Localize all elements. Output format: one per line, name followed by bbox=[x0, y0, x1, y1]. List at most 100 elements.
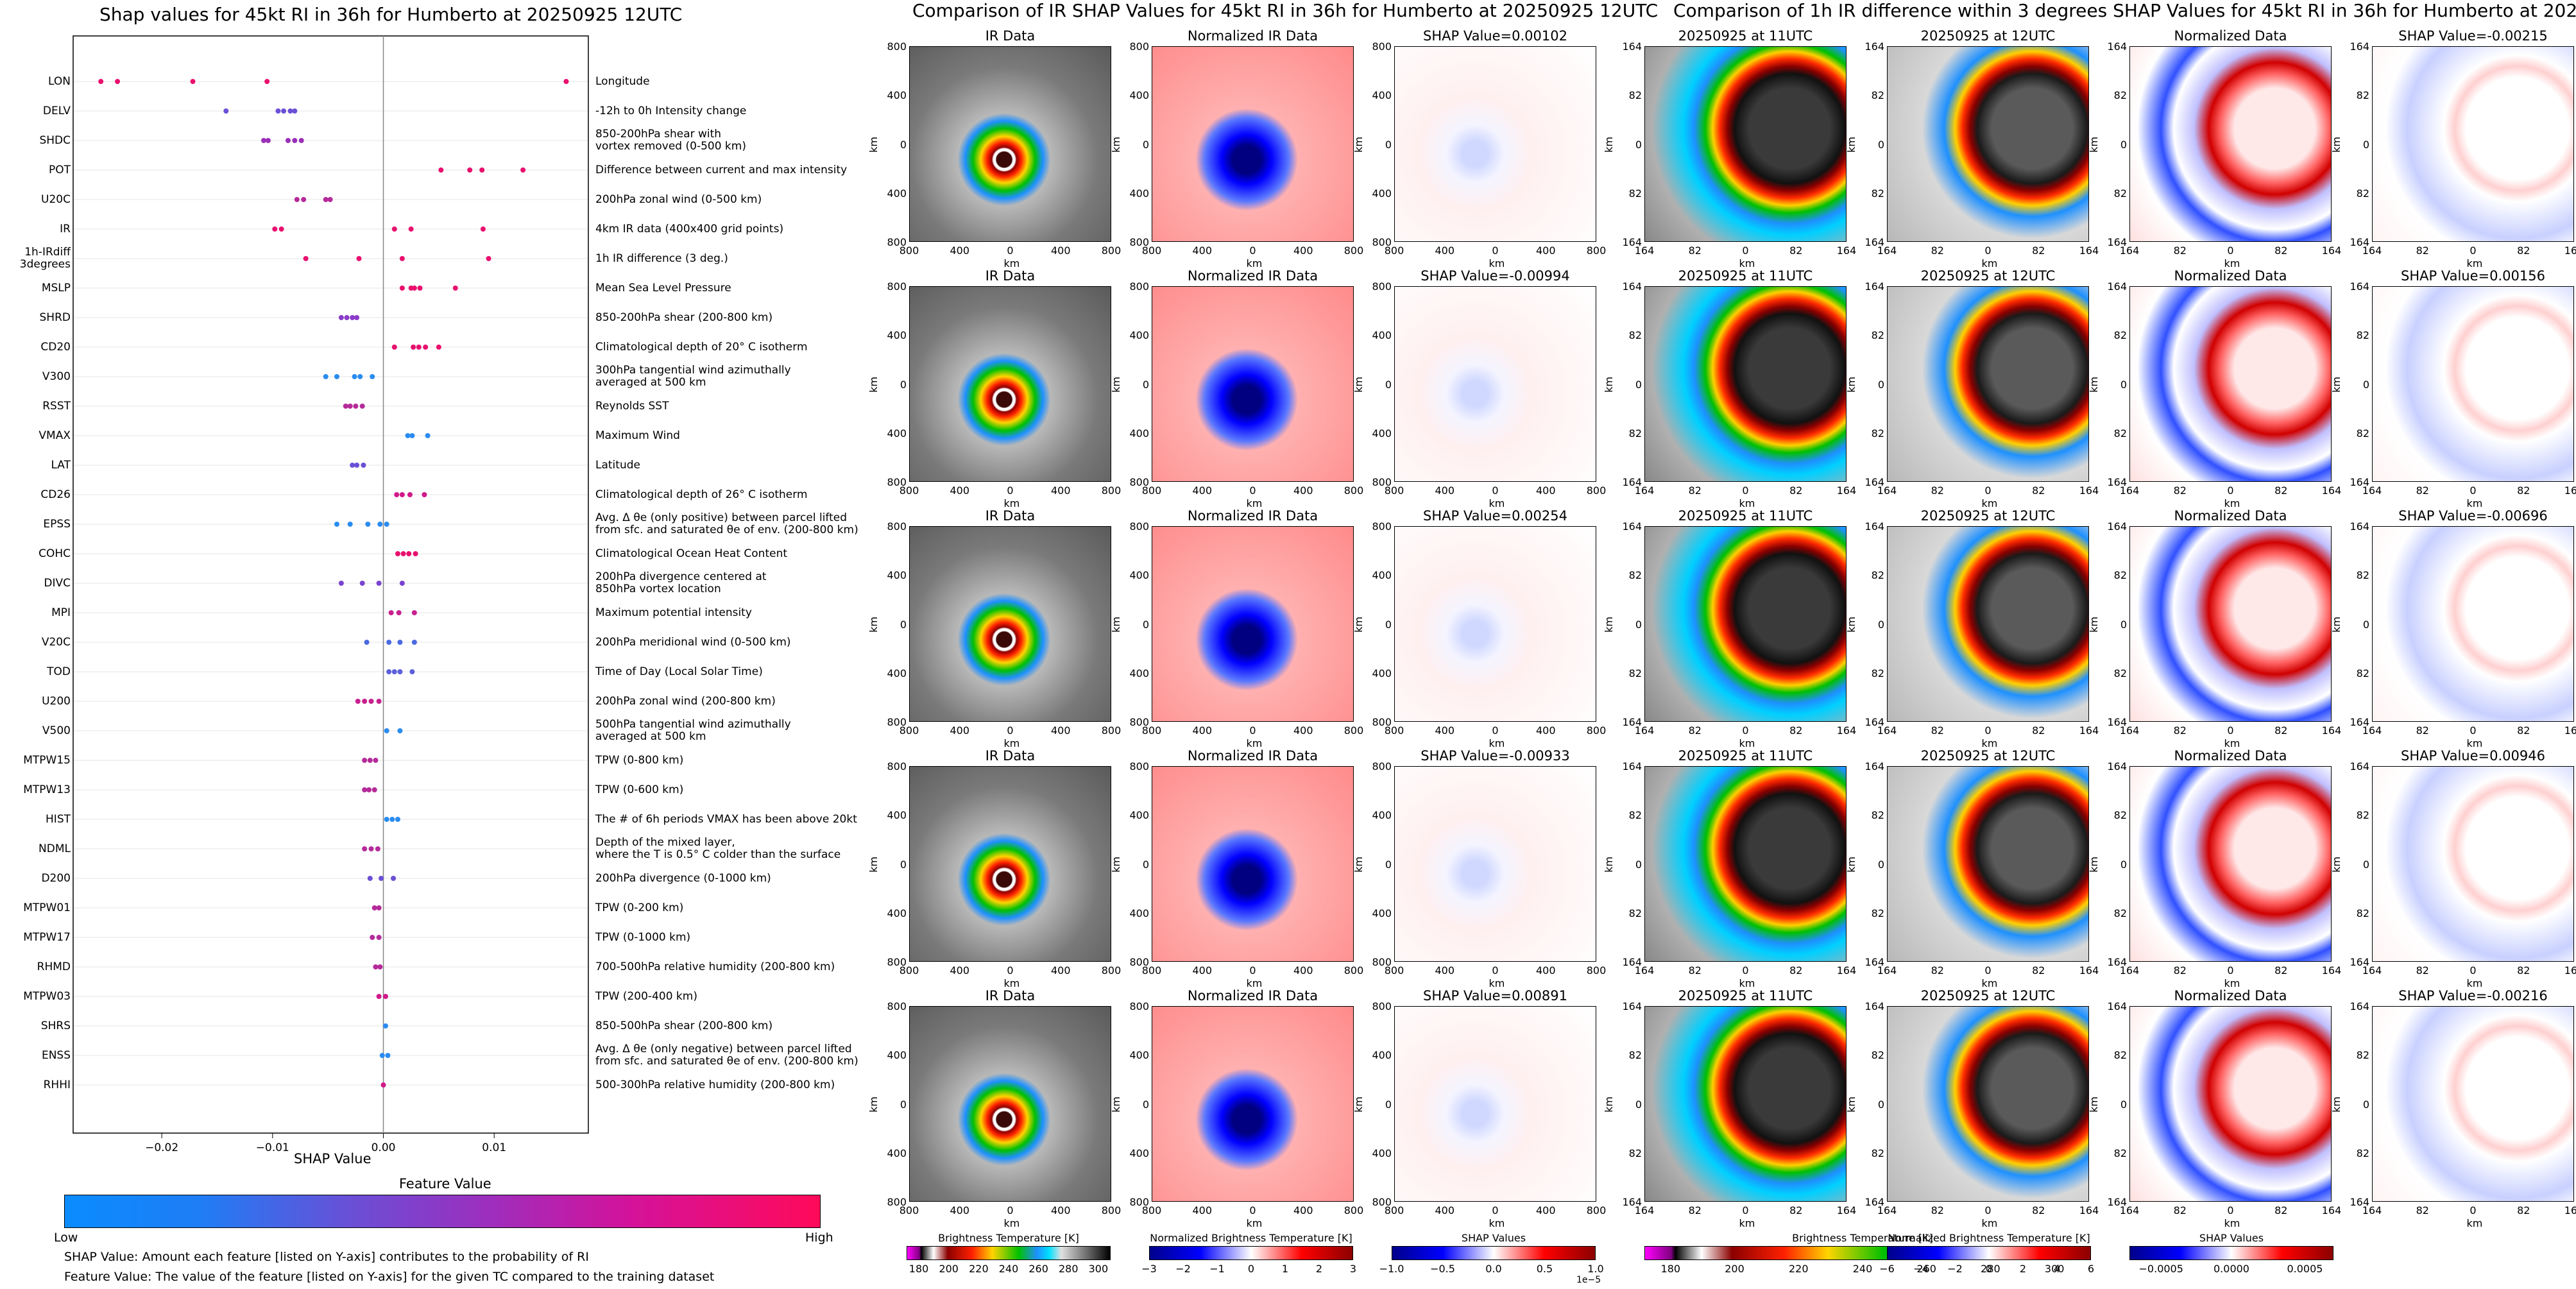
y-axis-label: km bbox=[867, 856, 880, 873]
shap-point bbox=[286, 138, 291, 143]
shap-point bbox=[338, 581, 344, 586]
colorbar-tick-label: −3 bbox=[1141, 1263, 1157, 1275]
feature-name-line: ENSS bbox=[41, 1048, 71, 1062]
shap-point bbox=[352, 374, 357, 379]
feature-name-line: IR bbox=[60, 222, 71, 235]
panel-title: SHAP Value=-0.00215 bbox=[2398, 28, 2548, 44]
x-tick-label: 0 bbox=[2469, 964, 2477, 977]
shap-point bbox=[385, 1053, 391, 1058]
panel-image bbox=[1394, 286, 1596, 482]
shap-point bbox=[98, 79, 104, 84]
feature-name-label: DELV bbox=[0, 105, 71, 117]
x-tick-label: 82 bbox=[1688, 484, 1702, 497]
shap-point bbox=[395, 551, 400, 556]
x-axis-label: km bbox=[2466, 1217, 2483, 1229]
feature-description-line: -12h to 0h Intensity change bbox=[595, 104, 747, 117]
colorbar-tick-label: 3 bbox=[1349, 1263, 1357, 1275]
feature-description-line: where the T is 0.5° C colder than the su… bbox=[595, 848, 841, 861]
feature-description-line: TPW (0-600 km) bbox=[595, 783, 684, 796]
y-tick-label: 0 bbox=[1635, 858, 1642, 871]
x-tick-label: 0 bbox=[1249, 1204, 1256, 1216]
y-axis-label: km bbox=[1352, 856, 1365, 873]
x-tick-label: 400 bbox=[1050, 484, 1071, 497]
feature-description-line: 200hPa divergence (0-1000 km) bbox=[595, 871, 771, 885]
x-tick-label: 82 bbox=[2032, 1204, 2045, 1216]
y-tick-label: 0 bbox=[1635, 378, 1642, 391]
x-tick-label: 164 bbox=[2119, 484, 2140, 497]
feature-name-line: MTPW03 bbox=[23, 989, 71, 1003]
x-tick-label: 0 bbox=[1007, 724, 1014, 737]
shap-point bbox=[408, 226, 414, 232]
colorbar-tick-label: 260 bbox=[1916, 1263, 1936, 1275]
shap-point bbox=[411, 345, 416, 350]
panel-image bbox=[909, 286, 1111, 482]
x-tick-label: 800 bbox=[1384, 244, 1404, 257]
feature-description-line: Latitude bbox=[595, 458, 640, 472]
y-tick-label: 82 bbox=[1871, 569, 1884, 582]
x-tick-label: 800 bbox=[1141, 724, 1162, 737]
feature-name-line: EPSS bbox=[43, 517, 71, 531]
x-tick-label: 0 bbox=[1007, 1204, 1014, 1216]
shap-point bbox=[223, 108, 229, 114]
x-tick-label: 800 bbox=[1343, 724, 1364, 737]
x-tick-label: 82 bbox=[2032, 724, 2045, 737]
shap-point bbox=[417, 286, 423, 291]
y-tick-label: 82 bbox=[1871, 667, 1884, 679]
colorbar-tick-label: −2 bbox=[1175, 1263, 1191, 1275]
y-tick-label: 164 bbox=[1864, 1000, 1884, 1012]
x-tick-label: 164 bbox=[2321, 244, 2342, 257]
shap-point bbox=[361, 463, 366, 468]
panel-image bbox=[2372, 286, 2574, 482]
x-tick-label: 164 bbox=[1877, 244, 1897, 257]
y-axis-label: km bbox=[1602, 1096, 1615, 1113]
shap-point bbox=[343, 404, 348, 409]
x-tick-label: 400 bbox=[1535, 964, 1556, 977]
x-tick-label: 400 bbox=[1192, 724, 1213, 737]
feature-description-line: 850hPa vortex location bbox=[595, 583, 721, 595]
shap-point bbox=[265, 138, 271, 143]
shap-point bbox=[371, 905, 377, 910]
x-tick-label: 800 bbox=[1101, 724, 1122, 737]
feature-description-line: 850-200hPa shear (200-800 km) bbox=[595, 311, 773, 324]
shap-point bbox=[261, 138, 267, 143]
y-tick-label: 82 bbox=[1871, 89, 1884, 102]
feature-description-label: Avg. Δ θe (only positive) between parcel… bbox=[595, 512, 858, 536]
y-axis-label: km bbox=[867, 136, 880, 153]
shap-point bbox=[367, 758, 373, 763]
x-tick-label: 0 bbox=[2227, 724, 2234, 737]
feature-name-label: SHRD bbox=[0, 311, 71, 324]
feature-description-line: 850-500hPa shear (200-800 km) bbox=[595, 1019, 773, 1032]
y-tick-label: 0 bbox=[2120, 378, 2127, 391]
x-tick-label: 82 bbox=[2274, 1204, 2288, 1216]
feature-description-label: 200hPa zonal wind (200-800 km) bbox=[595, 695, 776, 708]
panel-title: SHAP Value=0.00102 bbox=[1423, 28, 1567, 44]
panel-title: 20250925 at 12UTC bbox=[1920, 28, 2056, 44]
y-tick-label: 164 bbox=[2107, 280, 2127, 293]
x-tick-label: 800 bbox=[899, 1204, 919, 1216]
y-tick-label: 0 bbox=[2120, 618, 2127, 631]
feature-name-line: HIST bbox=[46, 812, 71, 826]
footnote-feature-value: Feature Value: The value of the feature … bbox=[64, 1270, 715, 1284]
colorbar bbox=[1392, 1246, 1596, 1260]
x-tick-label: 82 bbox=[1789, 964, 1803, 977]
shap-point bbox=[371, 787, 377, 792]
feature-name-label: V500 bbox=[0, 724, 71, 737]
y-tick-label: 800 bbox=[887, 280, 907, 293]
x-tick-label: 400 bbox=[950, 964, 970, 977]
panel-title: Normalized Data bbox=[2174, 748, 2287, 764]
y-tick-label: 400 bbox=[1129, 569, 1149, 582]
x-axis-label: km bbox=[1246, 977, 1263, 989]
feature-description-line: TPW (200-400 km) bbox=[595, 989, 697, 1003]
x-tick-label: 0.01 bbox=[482, 1141, 506, 1154]
feature-name-label: D200 bbox=[0, 872, 71, 885]
feature-description-label: Avg. Δ θe (only negative) between parcel… bbox=[595, 1043, 858, 1068]
colorbar-tick-label: 0.0005 bbox=[2287, 1263, 2323, 1275]
y-tick-label: 800 bbox=[887, 956, 907, 968]
colorbar-title: SHAP Values bbox=[2199, 1232, 2264, 1244]
x-tick-label: 82 bbox=[1931, 484, 1944, 497]
panel-title: IR Data bbox=[985, 268, 1036, 284]
x-tick-label: 164 bbox=[1877, 964, 1897, 977]
y-tick-label: 82 bbox=[1628, 667, 1642, 679]
beeswarm-title: Shap values for 45kt RI in 36h for Humbe… bbox=[99, 4, 683, 25]
panel-title: SHAP Value=0.00891 bbox=[1423, 988, 1567, 1003]
